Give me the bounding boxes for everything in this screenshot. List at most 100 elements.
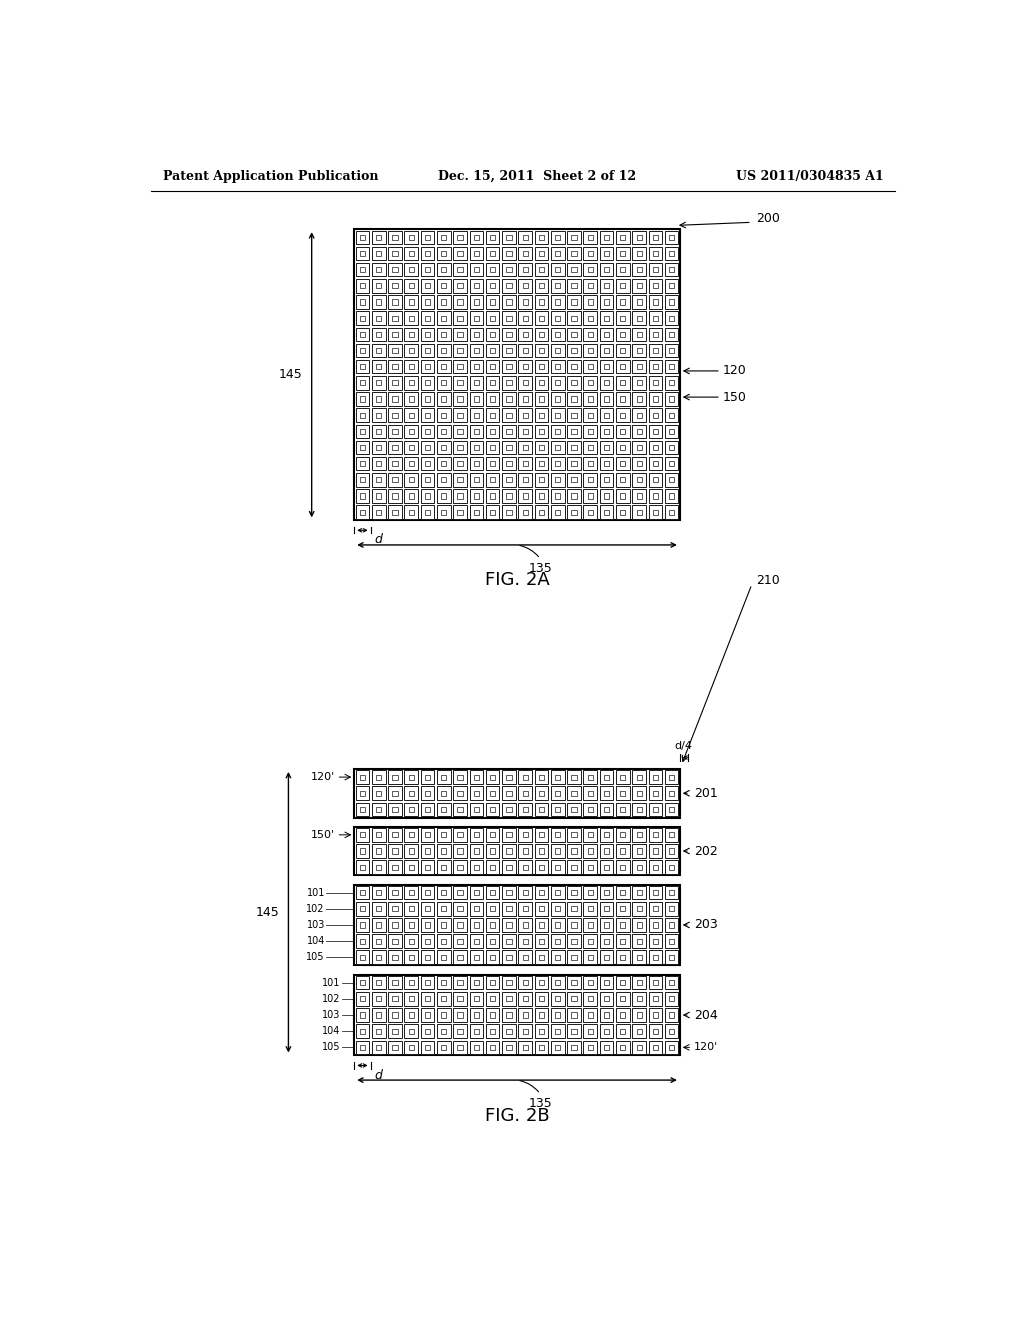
Bar xyxy=(584,457,597,470)
Bar xyxy=(522,1012,527,1018)
Bar xyxy=(665,993,679,1006)
Bar xyxy=(621,939,626,944)
Bar xyxy=(555,267,560,272)
Bar xyxy=(665,803,679,816)
Bar xyxy=(458,331,463,337)
Bar xyxy=(441,494,446,499)
Bar xyxy=(632,1008,646,1022)
Bar xyxy=(518,771,532,784)
Bar xyxy=(470,919,483,932)
Bar xyxy=(621,981,626,985)
Bar xyxy=(632,441,646,454)
Bar xyxy=(588,775,593,780)
Bar xyxy=(470,506,483,519)
Bar xyxy=(376,429,381,434)
Bar xyxy=(551,803,564,816)
Bar xyxy=(409,833,414,837)
Bar xyxy=(441,849,446,854)
Bar xyxy=(454,886,467,899)
Text: 200: 200 xyxy=(756,213,779,224)
Bar xyxy=(441,997,446,1002)
Bar xyxy=(648,279,663,293)
Bar xyxy=(388,771,401,784)
Text: d: d xyxy=(375,1069,382,1081)
Bar xyxy=(604,445,609,450)
Bar xyxy=(425,315,430,321)
Bar xyxy=(474,235,479,240)
Bar xyxy=(571,251,577,256)
Bar xyxy=(518,312,532,325)
Bar xyxy=(421,327,434,341)
Bar xyxy=(372,231,386,244)
Bar xyxy=(404,425,418,438)
Bar xyxy=(571,429,577,434)
Bar xyxy=(425,429,430,434)
Bar xyxy=(555,235,560,240)
Bar xyxy=(506,849,512,854)
Bar xyxy=(584,296,597,309)
Bar xyxy=(652,510,658,515)
Bar xyxy=(404,327,418,341)
Bar xyxy=(665,296,679,309)
Bar xyxy=(665,279,679,293)
Bar xyxy=(372,771,386,784)
Bar xyxy=(409,380,414,385)
Bar xyxy=(458,429,463,434)
Bar xyxy=(458,907,463,911)
Bar xyxy=(388,392,401,405)
Bar xyxy=(535,975,548,990)
Bar xyxy=(441,284,446,288)
Bar xyxy=(458,1028,463,1034)
Bar xyxy=(551,343,564,358)
Bar xyxy=(584,376,597,389)
Bar xyxy=(571,997,577,1002)
Bar xyxy=(425,396,430,401)
Bar xyxy=(388,376,401,389)
Bar xyxy=(621,833,626,837)
Bar xyxy=(551,425,564,438)
Bar xyxy=(665,376,679,389)
Bar xyxy=(458,890,463,895)
Bar xyxy=(388,425,401,438)
Bar xyxy=(604,775,609,780)
Text: 202: 202 xyxy=(693,845,718,858)
Bar xyxy=(425,251,430,256)
Bar xyxy=(669,907,674,911)
Bar xyxy=(632,1024,646,1038)
Bar xyxy=(648,231,663,244)
Bar xyxy=(669,348,674,352)
Bar xyxy=(454,457,467,470)
Bar xyxy=(637,284,642,288)
Bar xyxy=(454,247,467,260)
Bar xyxy=(490,807,496,812)
Bar xyxy=(372,950,386,964)
Bar xyxy=(392,251,397,256)
Bar xyxy=(421,828,434,842)
Text: 102: 102 xyxy=(322,994,340,1003)
Bar xyxy=(665,828,679,842)
Bar xyxy=(502,457,516,470)
Bar xyxy=(376,461,381,466)
Bar xyxy=(506,284,512,288)
Bar xyxy=(490,267,496,272)
Bar xyxy=(584,392,597,405)
Bar xyxy=(425,849,430,854)
Bar xyxy=(648,425,663,438)
Bar xyxy=(600,975,613,990)
Bar xyxy=(535,376,548,389)
Bar xyxy=(454,327,467,341)
Bar xyxy=(454,993,467,1006)
Bar xyxy=(376,300,381,305)
Bar xyxy=(372,935,386,948)
Bar xyxy=(441,235,446,240)
Bar xyxy=(522,849,527,854)
Bar xyxy=(588,939,593,944)
Bar xyxy=(584,919,597,932)
Bar xyxy=(421,441,434,454)
Bar xyxy=(506,251,512,256)
Bar xyxy=(600,950,613,964)
Bar xyxy=(555,1045,560,1049)
Bar xyxy=(441,267,446,272)
Bar xyxy=(518,828,532,842)
Bar xyxy=(355,490,370,503)
